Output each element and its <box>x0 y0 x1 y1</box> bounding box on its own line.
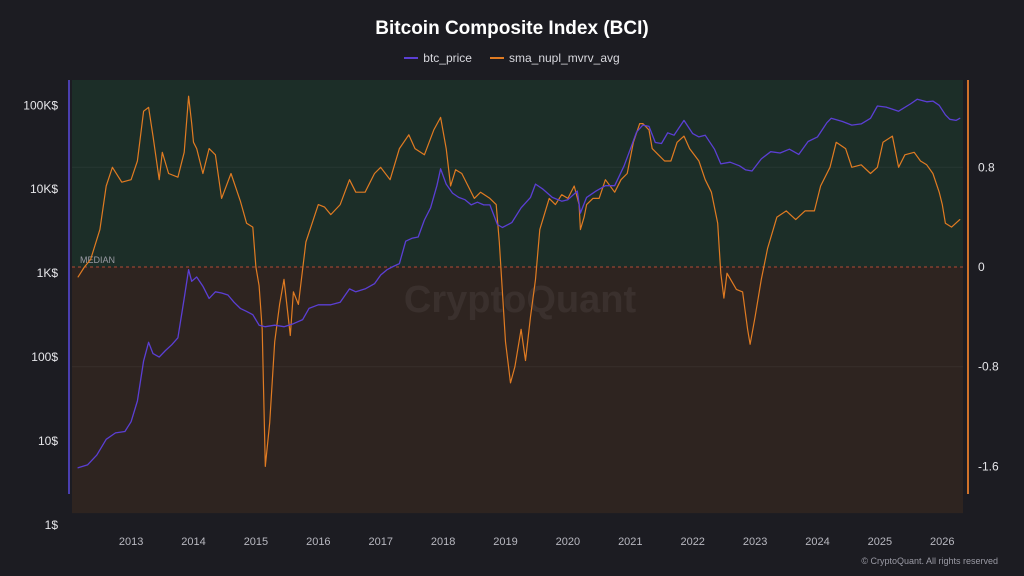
lower-zone-band <box>72 266 963 514</box>
x-tick-label: 2013 <box>119 536 143 548</box>
left-tick-label: 1$ <box>45 518 59 532</box>
right-tick-label: 0.8 <box>978 160 995 174</box>
right-axis-ticks: 0.8 0 -0.8 -1.6 <box>978 160 999 473</box>
upper-zone-band <box>72 80 963 267</box>
right-tick-label: -0.8 <box>978 360 999 374</box>
series-layer <box>77 95 961 469</box>
median-label: MEDIAN <box>80 255 115 265</box>
x-tick-label: 2020 <box>556 536 580 548</box>
x-tick-label: 2017 <box>368 536 392 548</box>
legend-label-btc-price: btc_price <box>423 51 472 65</box>
series-line-sma-nupl-mvrv-avg <box>77 95 961 467</box>
left-tick-label: 10K$ <box>30 182 58 196</box>
watermark: CryptoQuant <box>404 279 637 321</box>
chart-title: Bitcoin Composite Index (BCI) <box>375 18 649 39</box>
left-axis-ticks: 1$ 10$ 100$ 1K$ 10K$ 100K$ <box>23 98 58 532</box>
series-line-btc-price <box>77 98 961 469</box>
legend-swatch-sma-nupl-mvrv-avg <box>489 57 504 59</box>
left-tick-label: 10$ <box>38 434 58 448</box>
x-tick-label: 2023 <box>743 536 767 548</box>
legend-item-sma-nupl-mvrv-avg[interactable]: sma_nupl_mvrv_avg <box>489 51 620 65</box>
x-tick-label: 2014 <box>181 536 205 548</box>
x-tick-label: 2019 <box>493 536 517 548</box>
x-tick-label: 2022 <box>680 536 704 548</box>
legend-item-btc-price[interactable]: btc_price <box>404 51 472 65</box>
legend-swatch-btc-price <box>404 57 419 59</box>
x-axis-ticks: 2013 2014 2015 2016 2017 2018 2019 2020 2021 2022… <box>119 536 955 548</box>
left-tick-label: 100$ <box>31 350 58 364</box>
right-tick-label: 0 <box>978 260 985 274</box>
x-tick-label: 2024 <box>805 536 829 548</box>
legend-label-sma-nupl-mvrv-avg: sma_nupl_mvrv_avg <box>508 51 620 65</box>
right-tick-label: -1.6 <box>978 459 999 473</box>
left-tick-label: 1K$ <box>37 266 59 280</box>
x-tick-label: 2015 <box>244 536 268 548</box>
copyright-text: © CryptoQuant. All rights reserved <box>861 556 998 566</box>
x-tick-label: 2018 <box>431 536 455 548</box>
x-tick-label: 2025 <box>868 536 892 548</box>
x-tick-label: 2021 <box>618 536 642 548</box>
x-tick-label: 2026 <box>930 536 954 548</box>
left-tick-label: 100K$ <box>23 98 58 112</box>
x-tick-label: 2016 <box>306 536 330 548</box>
chart-legend: btc_price sma_nupl_mvrv_avg <box>0 51 1024 65</box>
gridlines <box>72 166 963 368</box>
